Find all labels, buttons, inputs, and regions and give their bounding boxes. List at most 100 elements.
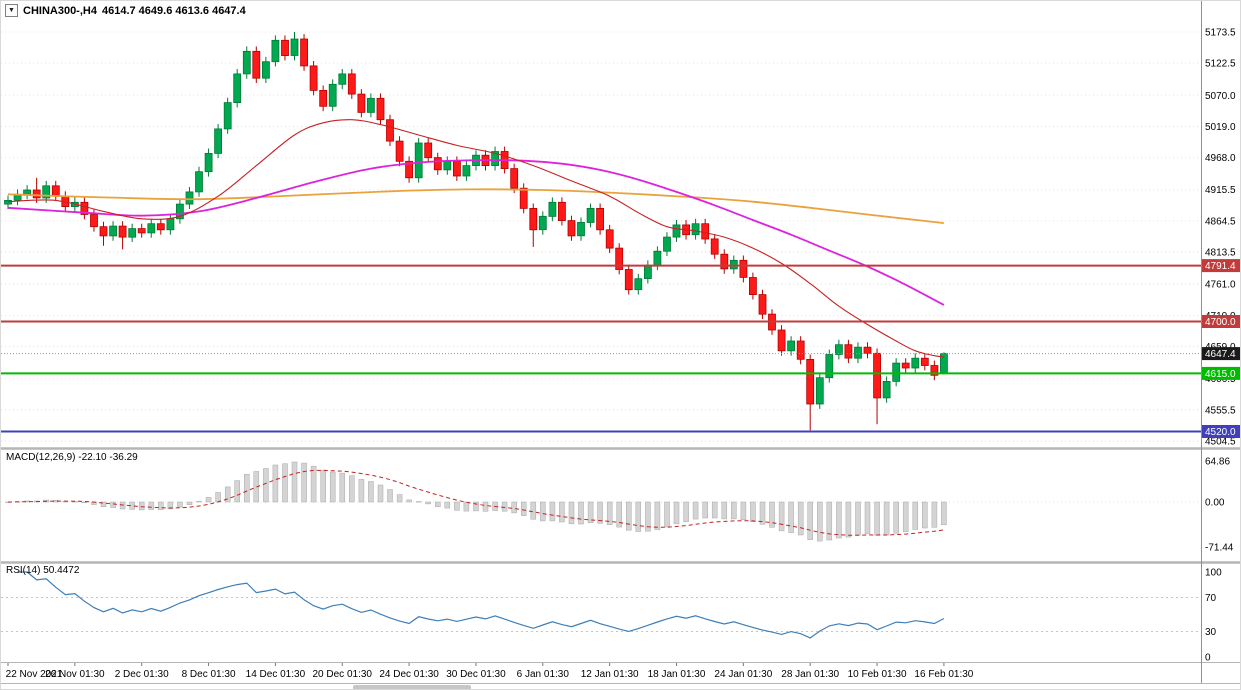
time-tick-label: 26 Nov 01:30 <box>45 669 105 680</box>
candle-body <box>758 294 767 315</box>
candle-body <box>663 236 671 252</box>
h-scrollbar-thumb[interactable] <box>353 685 471 689</box>
macd-histogram-bar <box>845 501 852 538</box>
macd-tick-label: -71.44 <box>1205 543 1234 554</box>
macd-panel <box>5 461 947 542</box>
time-tick-label: 2 Dec 01:30 <box>115 669 169 680</box>
macd-histogram-bar <box>177 501 183 508</box>
macd-histogram-bar <box>511 501 517 514</box>
price-axis[interactable]: 5173.5 5122.5 5070.0 5019.0 4968.0 4915.5 4864… <box>1201 1 1241 683</box>
candle-body <box>242 50 251 75</box>
macd-histogram-bar <box>224 486 231 503</box>
macd-histogram-bar <box>673 501 680 525</box>
price-level-label: 4520.0 <box>1205 427 1236 438</box>
candle-body <box>328 83 337 107</box>
macd-histogram-bar <box>435 501 441 507</box>
macd-histogram-bar <box>855 501 861 536</box>
macd-histogram-bar <box>664 501 670 528</box>
candle-body <box>462 165 471 177</box>
macd-histogram-bar <box>425 501 431 505</box>
candle-body <box>863 346 872 354</box>
price-level-label-box <box>1202 366 1240 380</box>
candle-body <box>634 278 643 291</box>
candle-body <box>644 264 652 280</box>
chart-title-symbol: CHINA300-,H4 <box>23 4 97 17</box>
price-tick-label: 5173.5 <box>1205 28 1236 39</box>
macd-histogram-bar <box>606 501 613 525</box>
rsi-indicator-label: RSI(14) 50.4472 <box>6 565 80 576</box>
macd-histogram-bar <box>817 501 823 542</box>
macd-histogram-bar <box>893 501 899 534</box>
candle-body <box>347 73 356 95</box>
time-tick-label: 18 Jan 01:30 <box>648 669 706 680</box>
macd-histogram-bar <box>922 501 928 529</box>
macd-histogram-bar <box>138 501 145 511</box>
candle-body <box>873 352 881 399</box>
macd-histogram-bar <box>912 501 919 530</box>
candle-body <box>930 365 939 376</box>
chart-title: ▼ CHINA300-,H4 4614.7 4649.6 4613.6 4647… <box>5 4 246 17</box>
macd-histogram-bar <box>692 501 699 520</box>
candle-body <box>204 152 213 173</box>
candle-body <box>405 160 414 179</box>
macd-histogram-bar <box>186 501 193 505</box>
candle-body <box>156 223 165 231</box>
macd-histogram-bar <box>874 501 880 536</box>
price-level-label-box <box>1202 259 1240 273</box>
symbol-dropdown-icon[interactable]: ▼ <box>5 4 18 17</box>
macd-histogram-bar <box>797 501 804 536</box>
macd-histogram-bar <box>530 501 537 520</box>
macd-histogram-bar <box>501 501 508 512</box>
candle-body <box>376 97 385 121</box>
macd-histogram-bar <box>654 501 661 530</box>
candle-body <box>911 357 920 369</box>
candle-body <box>271 39 280 63</box>
candle-body <box>185 191 194 205</box>
candle-body <box>252 50 261 79</box>
macd-signal-line <box>7 469 944 536</box>
macd-histogram-bar <box>244 473 250 503</box>
rsi-panel <box>17 571 945 639</box>
time-tick-label: 16 Feb 01:30 <box>914 669 973 680</box>
macd-histogram-bar <box>559 501 565 523</box>
candle-body <box>825 354 834 379</box>
time-tick-label: 24 Jan 01:30 <box>714 669 772 680</box>
candle-body <box>777 329 786 352</box>
macd-histogram-bar <box>587 501 594 524</box>
macd-histogram-bar <box>540 501 546 522</box>
candle-body <box>443 160 452 171</box>
rsi-tick-label: 0 <box>1205 653 1211 664</box>
candle-body <box>118 225 127 238</box>
panel-separators[interactable] <box>1 447 1241 684</box>
candle-body <box>892 362 901 382</box>
macd-histogram-bar <box>931 501 938 528</box>
candle-body <box>558 201 566 222</box>
macd-histogram-bar <box>205 497 212 503</box>
macd-histogram-bar <box>444 501 451 509</box>
rsi-line <box>17 571 945 639</box>
macd-histogram-bar <box>836 501 842 539</box>
price-tick-label: 4864.5 <box>1205 216 1236 227</box>
price-tick-label: 4813.5 <box>1205 248 1236 259</box>
macd-histogram-bar <box>616 501 622 528</box>
macd-histogram-bar <box>339 472 346 503</box>
candle-body <box>596 207 604 231</box>
macd-histogram-bar <box>769 501 775 528</box>
rsi-tick-label: 30 <box>1205 627 1217 638</box>
macd-histogram-bar <box>549 501 556 522</box>
macd-histogram-bar <box>482 501 489 512</box>
price-level-label: 4791.4 <box>1205 261 1236 272</box>
time-tick-label: 28 Jan 01:30 <box>781 669 839 680</box>
candle-body <box>452 160 461 177</box>
candle-body <box>281 39 289 56</box>
candle-body <box>128 228 137 238</box>
candle-body <box>319 90 328 107</box>
macd-histogram-bar <box>349 475 355 503</box>
macd-histogram-bar <box>702 501 708 519</box>
macd-histogram-bar <box>454 501 460 511</box>
macd-histogram-bar <box>635 501 642 532</box>
time-tick-label: 6 Jan 01:30 <box>517 669 570 680</box>
price-level-label-box <box>1202 347 1240 361</box>
